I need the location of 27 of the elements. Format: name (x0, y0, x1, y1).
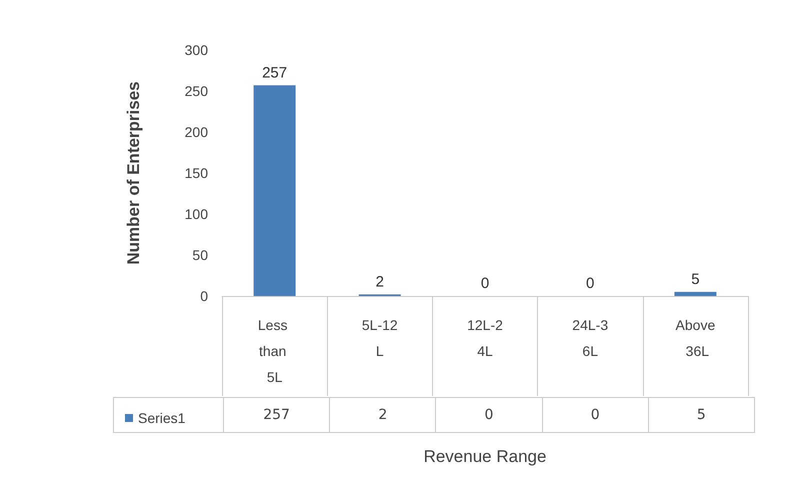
bar (674, 292, 716, 296)
bar (254, 85, 296, 296)
data-label: 2 (330, 398, 436, 432)
y-tick-label: 150 (184, 165, 208, 181)
x-tick-label: Less than 5L (258, 317, 292, 385)
data-label: 5 (648, 398, 754, 432)
y-tick-label: 300 (184, 42, 208, 58)
y-axis-title: Number of Enterprises (124, 81, 143, 265)
text: 2 (376, 273, 384, 290)
text: 0 (480, 275, 490, 292)
y-tick-label: 250 (184, 83, 208, 99)
data-label: 0 (542, 398, 648, 432)
y-tick-label: 50 (192, 247, 208, 263)
x-tick-label: Above 36L (676, 317, 716, 359)
x-tick-label: 24L-36L (572, 317, 608, 359)
y-tick-label: 0 (200, 288, 208, 304)
text: 5 (691, 270, 700, 288)
text: 257 (262, 64, 288, 82)
legend-label: Series1 (138, 410, 186, 426)
x-tick-label: 5L-12L (362, 317, 398, 359)
data-label: 257 (224, 398, 330, 432)
data-label: 0 (436, 398, 542, 432)
x-axis-title: Revenue Range (424, 447, 546, 466)
y-tick-label: 100 (184, 206, 208, 222)
y-tick-label: 200 (184, 124, 208, 140)
x-tick-label: 12L-24L (467, 317, 504, 359)
text: 0 (586, 275, 594, 292)
